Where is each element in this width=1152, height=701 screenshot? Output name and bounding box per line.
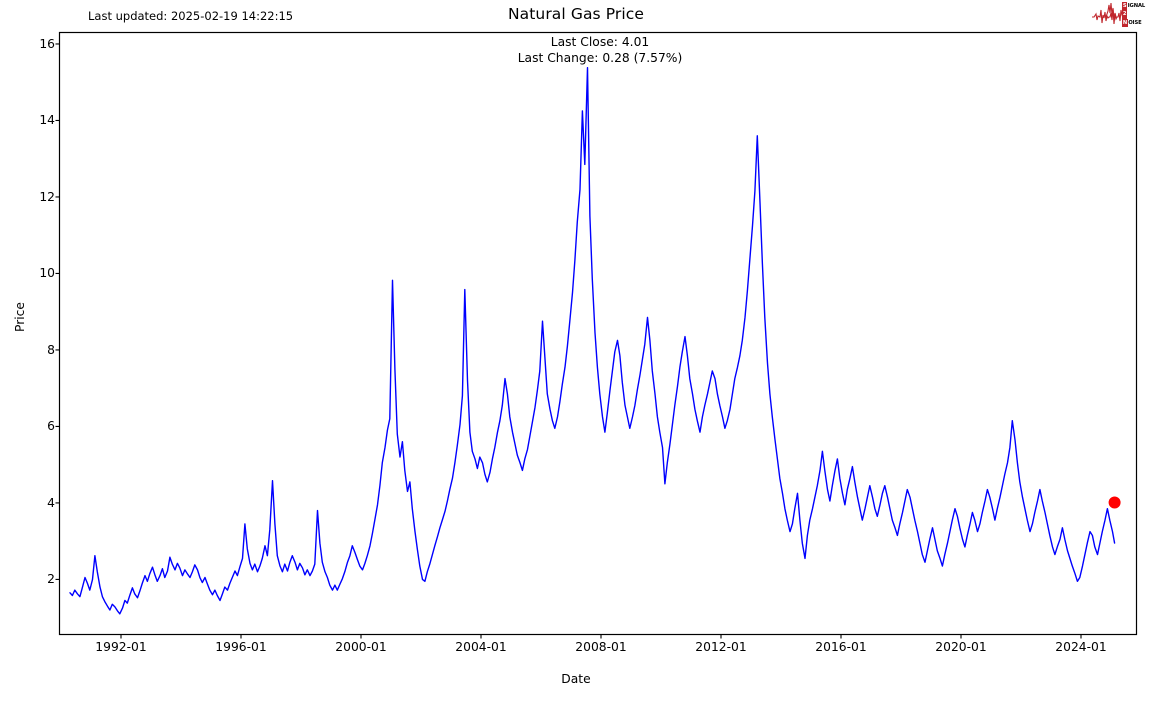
logo-word-noise: OISE [1128, 19, 1142, 26]
x-tick-label: 1992-01 [95, 640, 147, 654]
logo-line-two: 2 [1122, 10, 1145, 19]
x-tick-label: 1996-01 [215, 640, 267, 654]
y-tick-label: 14 [39, 113, 55, 128]
y-tick-label: 12 [39, 189, 55, 204]
last-close-annotation: Last Close: 4.01 Last Change: 0.28 (7.57… [517, 35, 683, 65]
logo-badge-n: N [1122, 18, 1129, 28]
last-updated-label: Last updated: 2025-02-19 14:22:15 [88, 9, 294, 23]
x-axis-label: Date [561, 672, 591, 686]
x-tick-label: 2016-01 [815, 640, 867, 654]
x-tick-marks [120, 634, 1082, 639]
y-tick-label: 6 [47, 419, 55, 434]
logo-line-noise: NOISE [1122, 18, 1145, 28]
y-tick-labels: 2 4 6 8 10 12 14 16 [0, 0, 55, 701]
chart-title: Natural Gas Price [507, 5, 645, 23]
logo-line-signal: SIGNAL [1122, 2, 1146, 11]
logo-text: SIGNAL 2 NOISE [1122, 2, 1146, 28]
x-tick-label: 2004-01 [455, 640, 507, 654]
logo-badge-s: S [1122, 2, 1128, 11]
price-line-series [69, 66, 1116, 615]
y-tick-label: 16 [39, 36, 55, 51]
x-tick-label: 2008-01 [575, 640, 627, 654]
y-tick-label: 2 [47, 572, 55, 587]
y-tick-label: 10 [39, 266, 55, 281]
y-tick-marks [55, 43, 60, 580]
axes-frame [58, 31, 1138, 636]
logo-badge-2: 2 [1122, 10, 1128, 19]
logo-word-signal: IGNAL [1127, 3, 1146, 9]
x-tick-label: 2000-01 [335, 640, 387, 654]
signal-to-noise-logo: SIGNAL 2 NOISE [1092, 1, 1150, 31]
logo-waveform-icon [1092, 2, 1126, 25]
y-tick-label: 8 [47, 342, 55, 357]
series-group [69, 66, 1121, 615]
x-tick-label: 2024-01 [1055, 640, 1107, 654]
x-tick-label: 2020-01 [935, 640, 987, 654]
x-tick-label: 2012-01 [695, 640, 747, 654]
last-price-marker [1108, 496, 1121, 509]
y-tick-label: 4 [47, 495, 55, 510]
